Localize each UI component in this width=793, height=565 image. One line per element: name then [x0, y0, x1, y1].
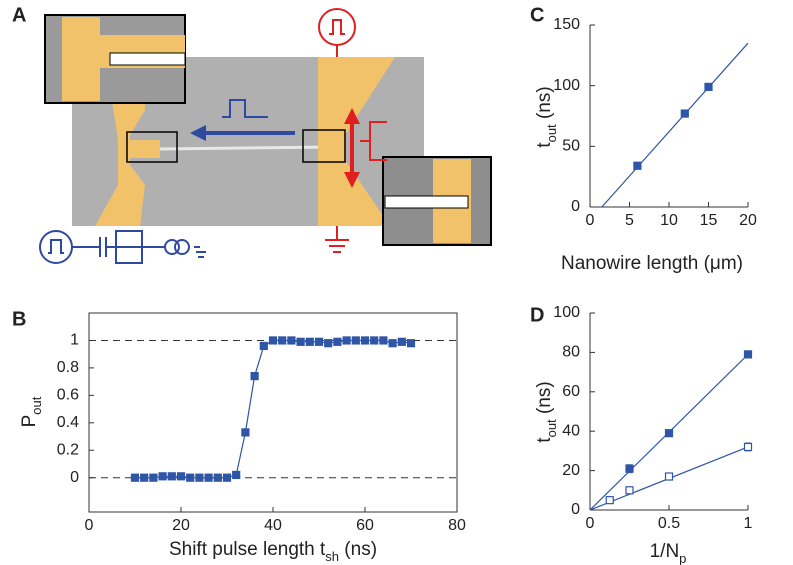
y-axis-label-part: out — [29, 396, 44, 414]
data-point — [626, 487, 633, 494]
panel-label: C — [530, 4, 544, 26]
y-axis-label-part: (ns) — [534, 86, 555, 124]
y-tick-label: 0 — [70, 469, 79, 486]
panel-label: D — [530, 304, 544, 326]
x-axis-label-part: Nanowire length (μm) — [561, 253, 743, 274]
x-tick-label: 0.5 — [658, 515, 680, 532]
data-point — [398, 338, 405, 345]
x-tick-label: 10 — [660, 212, 678, 229]
data-point — [178, 473, 185, 480]
x-axis-label: Nanowire length (μm) — [561, 253, 743, 274]
y-axis-label: tout (ns) — [534, 381, 559, 442]
y-tick-label: 40 — [562, 422, 580, 439]
data-point — [371, 337, 378, 344]
x-axis-label-part: p — [679, 551, 686, 565]
x-tick-label: 0 — [586, 515, 595, 532]
y-tick-label: 0.2 — [57, 441, 79, 458]
x-axis-label: 1/Np — [650, 541, 687, 565]
panel-label: B — [12, 308, 26, 330]
y-tick-label: 150 — [553, 16, 580, 33]
figure: A B C D 0 20 40 60 80 0 0.2 0.4 0.6 0.8 1 Shift pulse l… — [0, 0, 793, 565]
y-tick-label: 1 — [70, 332, 79, 349]
data-point — [187, 474, 194, 481]
data-point — [251, 373, 258, 380]
x-axis-label-part: 1/N — [650, 541, 680, 562]
x-tick-label: 0 — [85, 517, 94, 534]
data-point — [389, 340, 396, 347]
data-point — [260, 342, 267, 349]
x-axis-label: Shift pulse length tsh (ns) — [169, 539, 377, 564]
x-axis-label-part: (ns) — [339, 539, 377, 560]
x-tick-label: 40 — [264, 517, 282, 534]
y-tick-label: 100 — [553, 304, 580, 321]
y-tick-label: 0.6 — [57, 387, 79, 404]
data-point — [343, 337, 350, 344]
data-point — [634, 162, 641, 169]
panel-label: A — [12, 4, 26, 26]
data-point — [316, 338, 323, 345]
data-point — [270, 337, 277, 344]
data-point — [626, 465, 633, 472]
data-point — [233, 471, 240, 478]
x-tick-label: 0 — [586, 212, 595, 229]
y-tick-label: 0.4 — [57, 414, 79, 431]
data-point — [745, 351, 752, 358]
data-point — [279, 337, 286, 344]
data-point — [606, 497, 613, 504]
series-line — [602, 43, 748, 207]
data-point — [141, 474, 148, 481]
data-point — [325, 340, 332, 347]
data-point — [224, 474, 231, 481]
y-tick-label: 20 — [562, 462, 580, 479]
x-tick-label: 1 — [744, 515, 753, 532]
y-axis-label: tout (ns) — [534, 86, 559, 147]
y-tick-label: 0.8 — [57, 359, 79, 376]
data-point — [242, 429, 249, 436]
x-tick-label: 60 — [356, 517, 374, 534]
y-tick-label: 0 — [571, 198, 580, 215]
y-axis-label-part: P — [19, 415, 40, 428]
x-axis-label-part: Shift pulse length t — [169, 539, 326, 560]
data-point — [666, 473, 673, 480]
series-line — [135, 340, 411, 477]
data-point — [214, 474, 221, 481]
micrograph — [40, 9, 491, 263]
data-point — [150, 474, 157, 481]
data-point — [666, 430, 673, 437]
data-point — [132, 474, 139, 481]
y-tick-label: 100 — [553, 77, 580, 94]
y-axis-label-part: out — [544, 124, 559, 142]
data-point — [205, 474, 212, 481]
data-point — [380, 337, 387, 344]
y-axis-label-part: (ns) — [534, 381, 555, 419]
x-axis-label-part: sh — [325, 549, 339, 564]
data-point — [334, 338, 341, 345]
x-tick-label: 5 — [625, 212, 634, 229]
x-tick-label: 20 — [172, 517, 190, 534]
data-point — [196, 474, 203, 481]
data-point — [352, 337, 359, 344]
data-point — [362, 337, 369, 344]
data-point — [705, 83, 712, 90]
data-point — [408, 340, 415, 347]
y-tick-label: 80 — [562, 344, 580, 361]
y-tick-label: 60 — [562, 383, 580, 400]
data-point — [159, 473, 166, 480]
y-axis-label: Pout — [19, 396, 44, 427]
data-point — [745, 443, 752, 450]
x-tick-label: 15 — [700, 212, 718, 229]
y-axis-label-part: out — [544, 419, 559, 437]
y-tick-label: 50 — [562, 138, 580, 155]
data-point — [288, 337, 295, 344]
data-point — [306, 338, 313, 345]
data-point — [168, 473, 175, 480]
x-tick-label: 20 — [739, 212, 757, 229]
x-tick-label: 80 — [448, 517, 466, 534]
data-point — [297, 338, 304, 345]
data-point — [681, 110, 688, 117]
y-tick-label: 0 — [571, 501, 580, 518]
